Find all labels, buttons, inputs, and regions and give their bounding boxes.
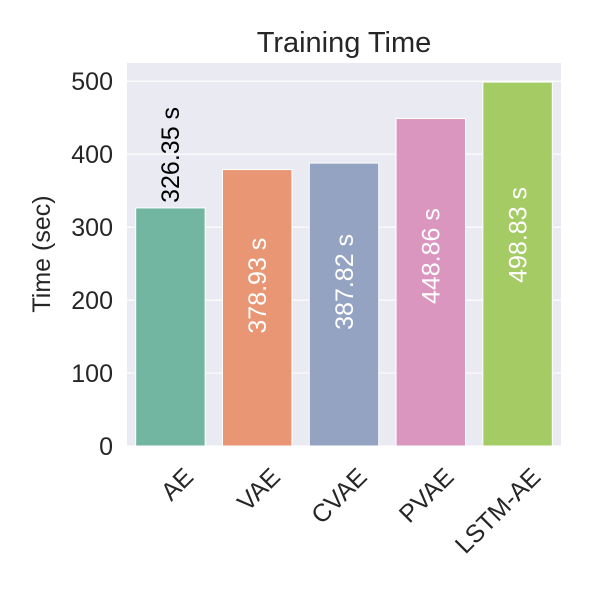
x-tick-label: PVAE bbox=[394, 463, 460, 529]
x-tick-label: AE bbox=[156, 463, 199, 506]
x-tick-label: CVAE bbox=[306, 463, 373, 530]
y-tick-label: 0 bbox=[99, 433, 113, 461]
y-tick-label: 400 bbox=[71, 141, 113, 169]
bar bbox=[482, 81, 553, 447]
data-label: 326.35 s bbox=[157, 107, 185, 203]
y-tick-label: 100 bbox=[71, 360, 113, 388]
bars bbox=[135, 81, 553, 447]
bar bbox=[135, 207, 206, 447]
bar bbox=[221, 169, 293, 447]
x-tick-label: VAE bbox=[232, 463, 286, 517]
data-label: 378.93 s bbox=[244, 238, 272, 334]
bar bbox=[308, 162, 380, 447]
data-label: 498.83 s bbox=[504, 187, 532, 283]
y-tick-label: 200 bbox=[71, 287, 113, 315]
y-tick-label: 300 bbox=[71, 214, 113, 242]
chart-title: Training Time bbox=[257, 27, 432, 59]
data-labels: 326.35 s 378.93 s 387.82 s 448.86 s 498.83 s bbox=[157, 107, 532, 334]
bar bbox=[395, 118, 467, 447]
y-axis-label: Time (sec) bbox=[28, 195, 56, 312]
data-label: 448.86 s bbox=[418, 208, 446, 304]
y-tick-label: 500 bbox=[71, 68, 113, 96]
x-tick-label: LSTM-AE bbox=[450, 463, 546, 559]
y-tick-labels: 0 100 200 300 400 500 bbox=[71, 68, 113, 461]
data-label: 387.82 s bbox=[331, 234, 359, 330]
